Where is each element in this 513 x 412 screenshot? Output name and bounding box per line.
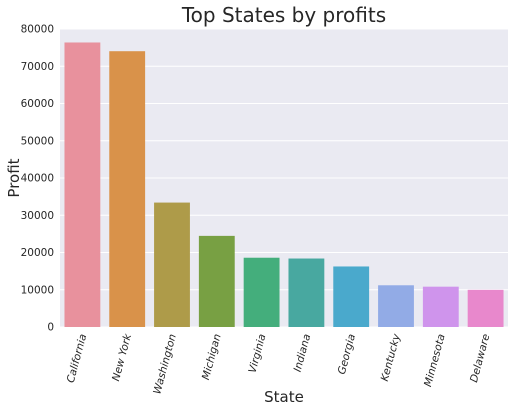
- y-tick-labels: 0 10000 20000 30000 40000 50000 60000 70000 8000…: [21, 24, 54, 334]
- x-tick-label: Virginia: [247, 333, 269, 375]
- x-tick-label: Minnesota: [422, 333, 448, 388]
- x-tick-label: Delaware: [468, 333, 492, 384]
- y-tick-label: 0: [47, 322, 54, 334]
- bar-indiana: [288, 258, 325, 327]
- bar-virginia: [243, 257, 280, 327]
- bar-washington: [154, 202, 190, 327]
- x-tick-label: Georgia: [336, 333, 358, 376]
- x-tick-labels: California New York Washington Michigan Virg…: [65, 332, 493, 396]
- bar-delaware: [467, 289, 504, 327]
- bar-new-york: [109, 51, 146, 328]
- bar-kentucky: [378, 285, 414, 327]
- bar-michigan: [198, 235, 235, 327]
- x-tick-label: California: [65, 333, 90, 384]
- y-tick-label: 40000: [21, 173, 54, 185]
- x-tick-label: Washington: [151, 333, 179, 396]
- bar-minnesota: [422, 286, 459, 327]
- x-tick-label: New York: [110, 332, 134, 383]
- x-axis-label: State: [264, 388, 304, 406]
- bar-california: [64, 42, 101, 327]
- y-axis-label: Profit: [5, 158, 23, 197]
- x-tick-label: Michigan: [200, 333, 224, 382]
- y-tick-label: 20000: [21, 247, 54, 259]
- y-tick-label: 50000: [21, 135, 54, 147]
- y-tick-label: 30000: [21, 210, 54, 222]
- bar-georgia: [333, 266, 370, 327]
- y-tick-label: 80000: [21, 24, 54, 36]
- bars: [64, 42, 504, 328]
- y-tick-label: 70000: [21, 61, 54, 73]
- y-tick-label: 10000: [21, 284, 54, 296]
- chart-title: Top States by profits: [181, 3, 386, 27]
- x-tick-label: Indiana: [292, 333, 314, 374]
- y-tick-label: 60000: [21, 98, 54, 110]
- x-tick-label: Kentucky: [379, 332, 403, 383]
